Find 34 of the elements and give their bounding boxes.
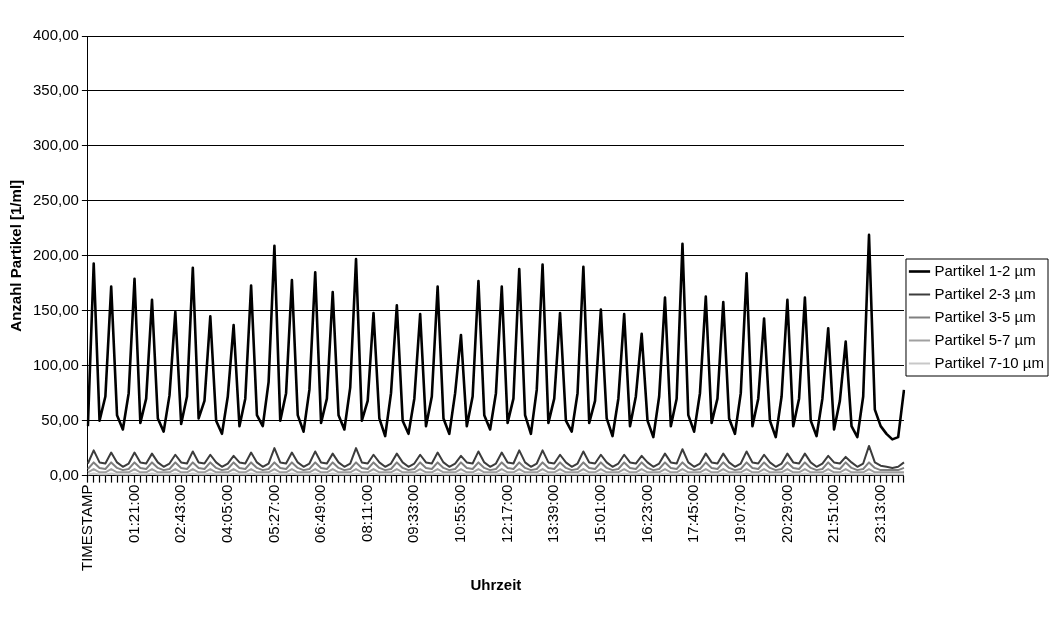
x-tick-label: 12:17:00	[497, 484, 515, 543]
x-tick-label: 01:21:00	[124, 484, 142, 543]
y-tick-label: 150,00	[32, 300, 79, 318]
x-axis-title: Uhrzeit	[470, 576, 522, 594]
y-tick-label: 100,00	[32, 355, 79, 373]
y-tick-label: 0,00	[49, 465, 79, 483]
x-tick-label: 09:33:00	[404, 484, 422, 543]
legend-label: Partikel 5-7 µm	[934, 330, 1036, 348]
x-tick-label: 08:11:00	[357, 484, 375, 542]
y-axis-title: Anzahl Partikel [1/ml]	[7, 179, 25, 332]
x-tick-label: 04:05:00	[217, 484, 235, 543]
x-tick-label: 19:07:00	[730, 484, 748, 543]
x-tick-label: 13:39:00	[544, 484, 562, 543]
y-tick-label: 300,00	[32, 136, 79, 154]
x-tick-label: 23:13:00	[870, 484, 888, 543]
legend-label: Partikel 7-10 µm	[934, 353, 1044, 371]
legend-label: Partikel 2-3 µm	[934, 284, 1036, 302]
y-tick-label: 50,00	[41, 410, 79, 428]
x-tick-label: 16:23:00	[637, 484, 655, 543]
x-tick-label: 17:45:00	[684, 484, 702, 543]
x-tick-label: 06:49:00	[311, 484, 329, 543]
x-tick-label: 10:55:00	[451, 484, 469, 543]
x-tick-label: 05:27:00	[264, 484, 282, 543]
y-tick-label: 250,00	[32, 190, 79, 208]
x-tick-label: TIMESTAMP	[78, 484, 96, 571]
legend-label: Partikel 1-2 µm	[934, 261, 1036, 279]
y-tick-label: 350,00	[32, 81, 79, 99]
legend-label: Partikel 3-5 µm	[934, 307, 1036, 325]
x-tick-label: 20:29:00	[777, 484, 795, 543]
x-tick-label: 15:01:00	[591, 484, 608, 543]
x-tick-label: 02:43:00	[171, 484, 189, 543]
x-tick-label: 21:51:00	[824, 484, 842, 543]
y-tick-label: 200,00	[32, 245, 79, 263]
y-tick-label: 400,00	[32, 26, 79, 44]
